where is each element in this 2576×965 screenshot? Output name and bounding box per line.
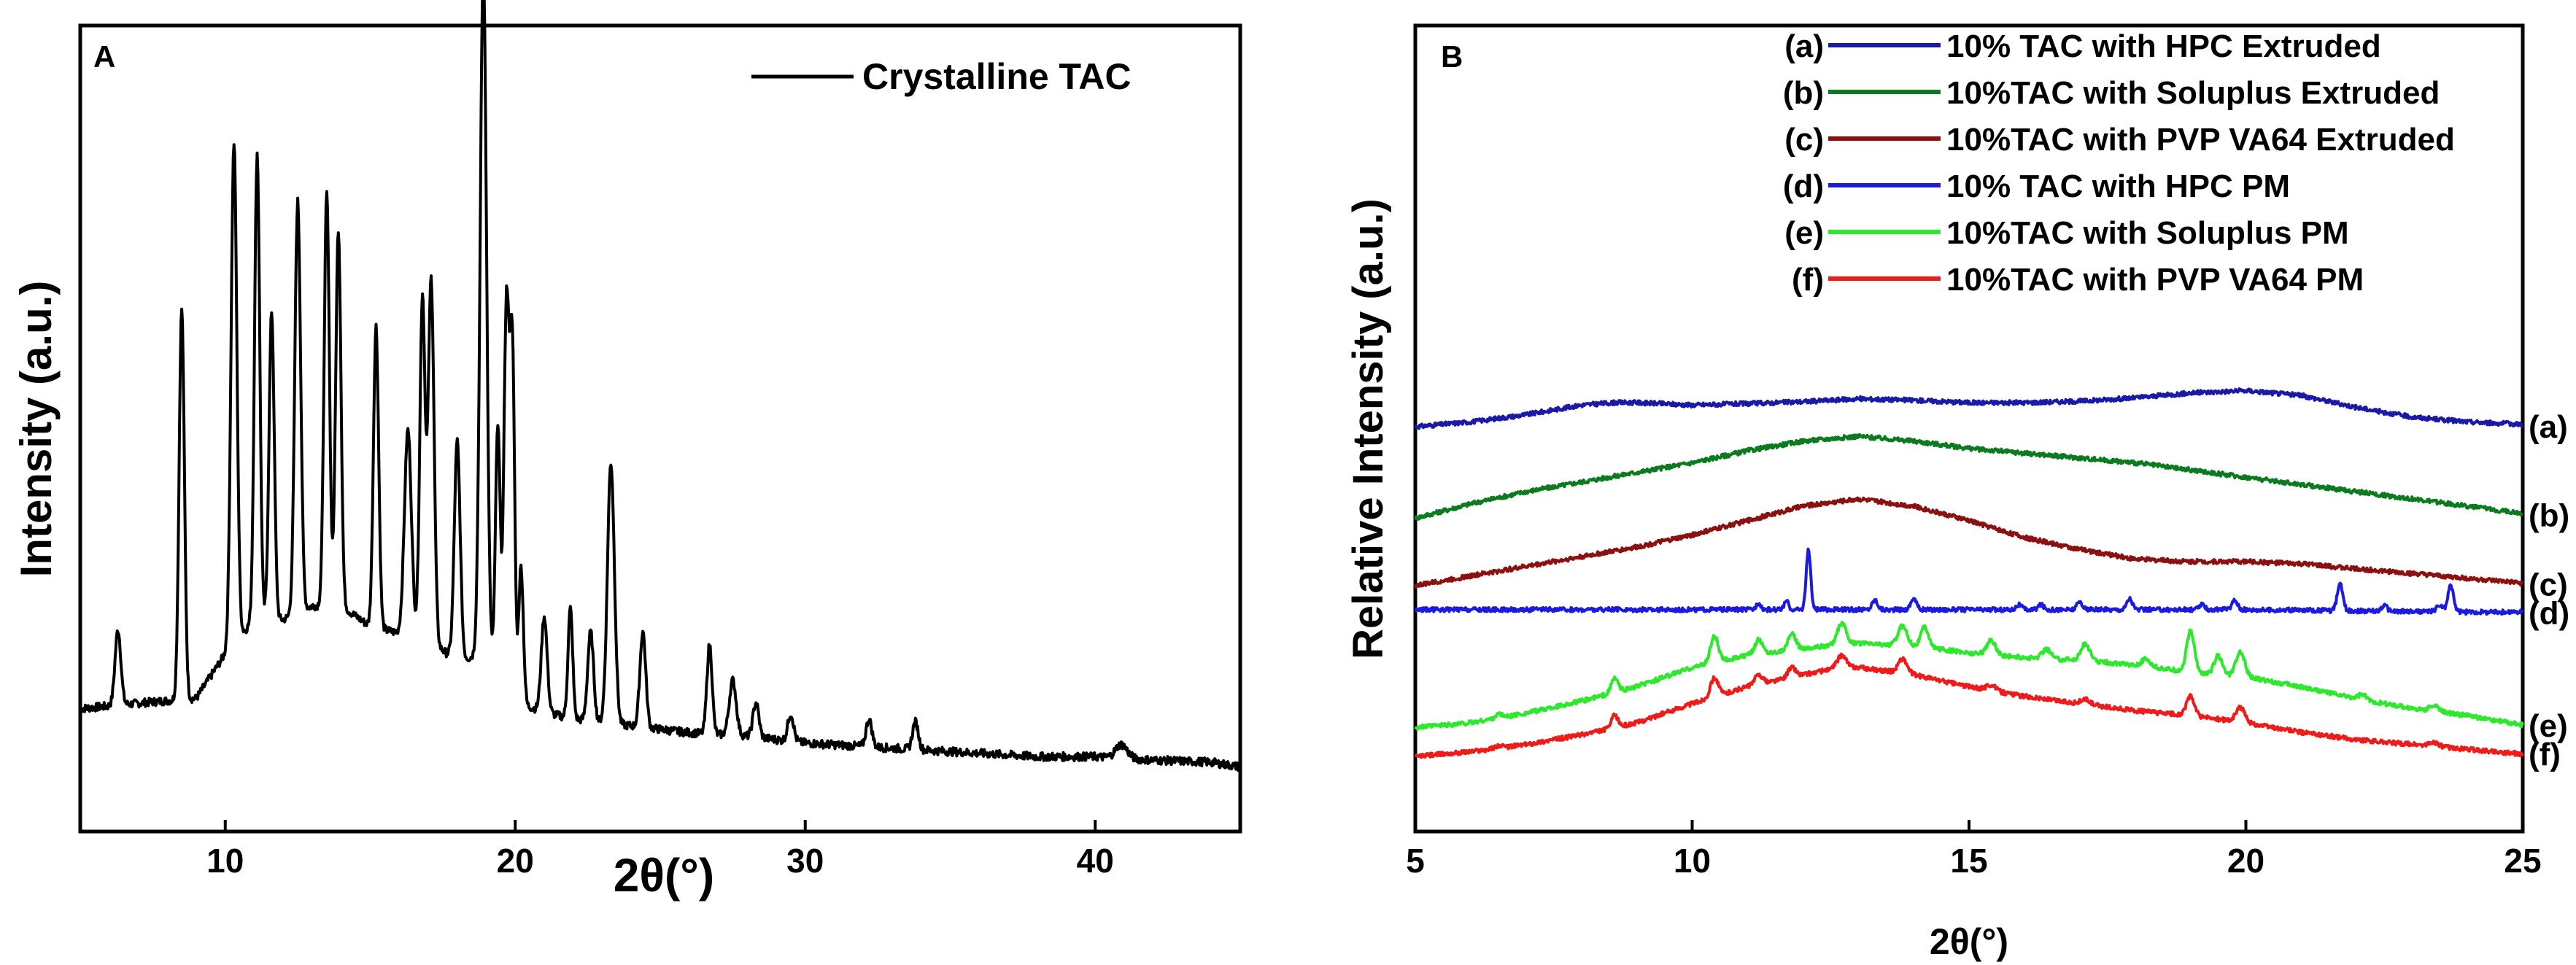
panel-a-label: A [93, 39, 115, 74]
panel-b-end-tag-d: (d) [2529, 595, 2569, 631]
panel-a-x-axis-ticks [223, 820, 1097, 832]
panel-a-legend-label: Crystalline TAC [862, 56, 1132, 97]
panel-b-series-e [1414, 621, 2524, 731]
panel-b-x-tick-label-20: 20 [2227, 842, 2264, 880]
panel-a-x-axis-title: 2θ(°) [614, 849, 714, 902]
panel-b-series-d [1414, 547, 2524, 616]
panel-b-x-axis-tick-labels: 5 10 15 20 25 [1406, 842, 2541, 880]
panel-a: A Crystalline TAC 10 20 30 40 2θ(°) Intensi… [12, 0, 1242, 902]
panel-b-series-b [1414, 433, 2523, 522]
panel-a-legend: Crystalline TAC [751, 56, 1132, 97]
panel-b-label: B [1441, 39, 1463, 74]
panel-a-x-tick-label-20: 20 [497, 842, 534, 880]
panel-a-series-crystalline-tac [79, 0, 1242, 772]
panel-b-curve-end-tags: (a) (b) (c)(d) (e)(f) [2529, 409, 2569, 772]
panel-b-series-f [1414, 652, 2524, 759]
panel-b-legend-tag-f: (f) [1792, 262, 1824, 298]
panel-a-x-tick-label-30: 30 [786, 842, 824, 880]
panel-a-plot-frame [78, 23, 1242, 834]
panel-b-x-tick-label-10: 10 [1674, 842, 1711, 880]
panel-b-y-axis-title: Relative Intensity (a.u.) [1345, 198, 1392, 659]
panel-b-legend-label-a: 10% TAC with HPC Extruded [1946, 28, 2381, 64]
panel-b-x-axis-ticks [1414, 820, 2524, 832]
panel-b-legend-tag-b: (b) [1783, 75, 1824, 111]
panel-b-legend-label-c: 10%TAC with PVP VA64 Extruded [1946, 122, 2455, 158]
panel-b-x-axis-title: 2θ(°) [1930, 921, 2008, 962]
panel-a-y-axis-title: Intensity (a.u.) [12, 281, 61, 578]
panel-b-end-tag-b: (b) [2529, 497, 2569, 533]
panel-a-x-axis-tick-labels: 10 20 30 40 [206, 842, 1114, 880]
panel-b-x-tick-label-5: 5 [1406, 842, 1425, 880]
panel-b-series-c [1414, 496, 2524, 589]
panel-b-legend-label-e: 10%TAC with Soluplus PM [1946, 215, 2349, 251]
panel-b-x-tick-label-25: 25 [2504, 842, 2541, 880]
panel-b-legend-tag-a: (a) [1784, 28, 1824, 64]
panel-b-series-group [1414, 387, 2524, 759]
panel-b-legend: (a) 10% TAC with HPC Extruded (b) 10%TAC wi… [1783, 28, 2455, 298]
panel-b-end-tag-e: (e) [2529, 708, 2568, 744]
panel-b-end-tag-f: (f) [2529, 737, 2561, 772]
panel-b-series-a [1414, 387, 2524, 430]
panel-b-end-tag-a: (a) [2529, 409, 2568, 445]
panel-b: B (a) 10% TAC with HPC Extruded (b) 10%TAC … [1345, 23, 2569, 962]
panel-b-legend-tag-d: (d) [1783, 168, 1824, 204]
panel-a-x-tick-label-10: 10 [206, 842, 244, 880]
panel-a-x-tick-label-40: 40 [1077, 842, 1114, 880]
panel-b-legend-label-d: 10% TAC with HPC PM [1946, 168, 2290, 204]
panel-b-x-tick-label-15: 15 [1950, 842, 1987, 880]
panel-b-legend-label-f: 10%TAC with PVP VA64 PM [1946, 262, 2364, 298]
panel-b-end-tag-c: (c) [2529, 567, 2568, 602]
panel-b-legend-label-b: 10%TAC with Soluplus Extruded [1946, 75, 2440, 111]
panel-b-legend-tag-e: (e) [1784, 215, 1824, 251]
panel-b-legend-tag-c: (c) [1784, 122, 1824, 158]
